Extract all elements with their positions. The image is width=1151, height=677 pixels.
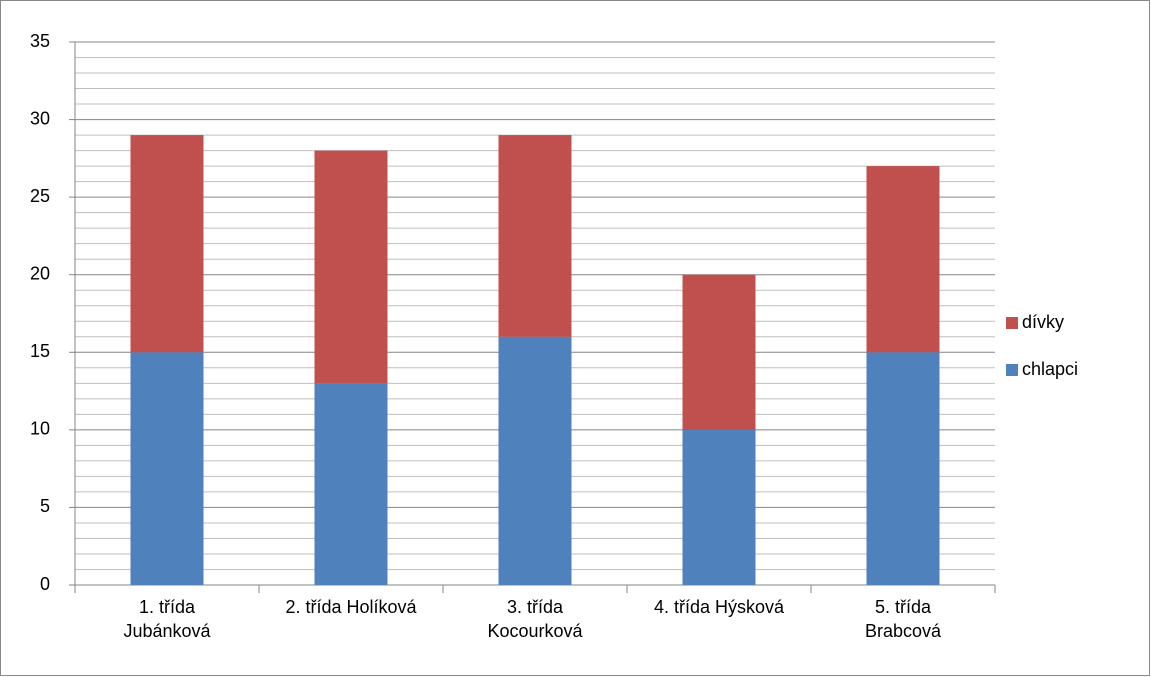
y-tick-label: 25 xyxy=(30,186,50,206)
y-tick-label: 20 xyxy=(30,263,50,283)
x-tick-label: 3. třída Kocourková xyxy=(487,597,583,641)
bar-segment xyxy=(866,352,940,585)
bar-segment xyxy=(130,135,204,353)
bar-segment xyxy=(498,135,572,337)
y-tick-label: 15 xyxy=(30,341,50,361)
bar-segment xyxy=(682,274,756,430)
bar-segment xyxy=(866,166,940,353)
bar-segment xyxy=(314,150,388,384)
y-tick-label: 0 xyxy=(40,574,50,594)
legend-swatch xyxy=(1006,317,1018,329)
bar-segment xyxy=(130,352,204,585)
x-tick-label: 5. třída Brabcová xyxy=(864,597,942,641)
x-tick-label: 4. třída Hýsková xyxy=(653,597,785,617)
bar-segment xyxy=(498,336,572,585)
bar-segment xyxy=(682,429,756,585)
y-tick-label: 30 xyxy=(30,108,50,128)
y-tick-label: 5 xyxy=(40,496,50,516)
legend-label: chlapci xyxy=(1022,359,1078,379)
x-tick-label: 1. třída Jubánková xyxy=(123,597,211,641)
y-tick-label: 35 xyxy=(30,31,50,51)
legend-label: dívky xyxy=(1022,312,1064,332)
bar-segment xyxy=(314,383,388,585)
x-tick-label: 2. třída Holíková xyxy=(285,597,417,617)
y-tick-label: 10 xyxy=(30,419,50,439)
legend-swatch xyxy=(1006,364,1018,376)
